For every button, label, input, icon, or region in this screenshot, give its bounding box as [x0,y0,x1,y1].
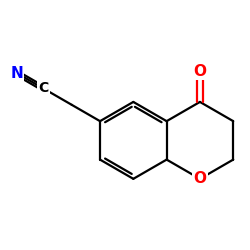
Text: O: O [194,171,206,186]
Text: O: O [194,64,206,79]
Text: C: C [38,82,48,96]
Text: N: N [10,66,23,80]
